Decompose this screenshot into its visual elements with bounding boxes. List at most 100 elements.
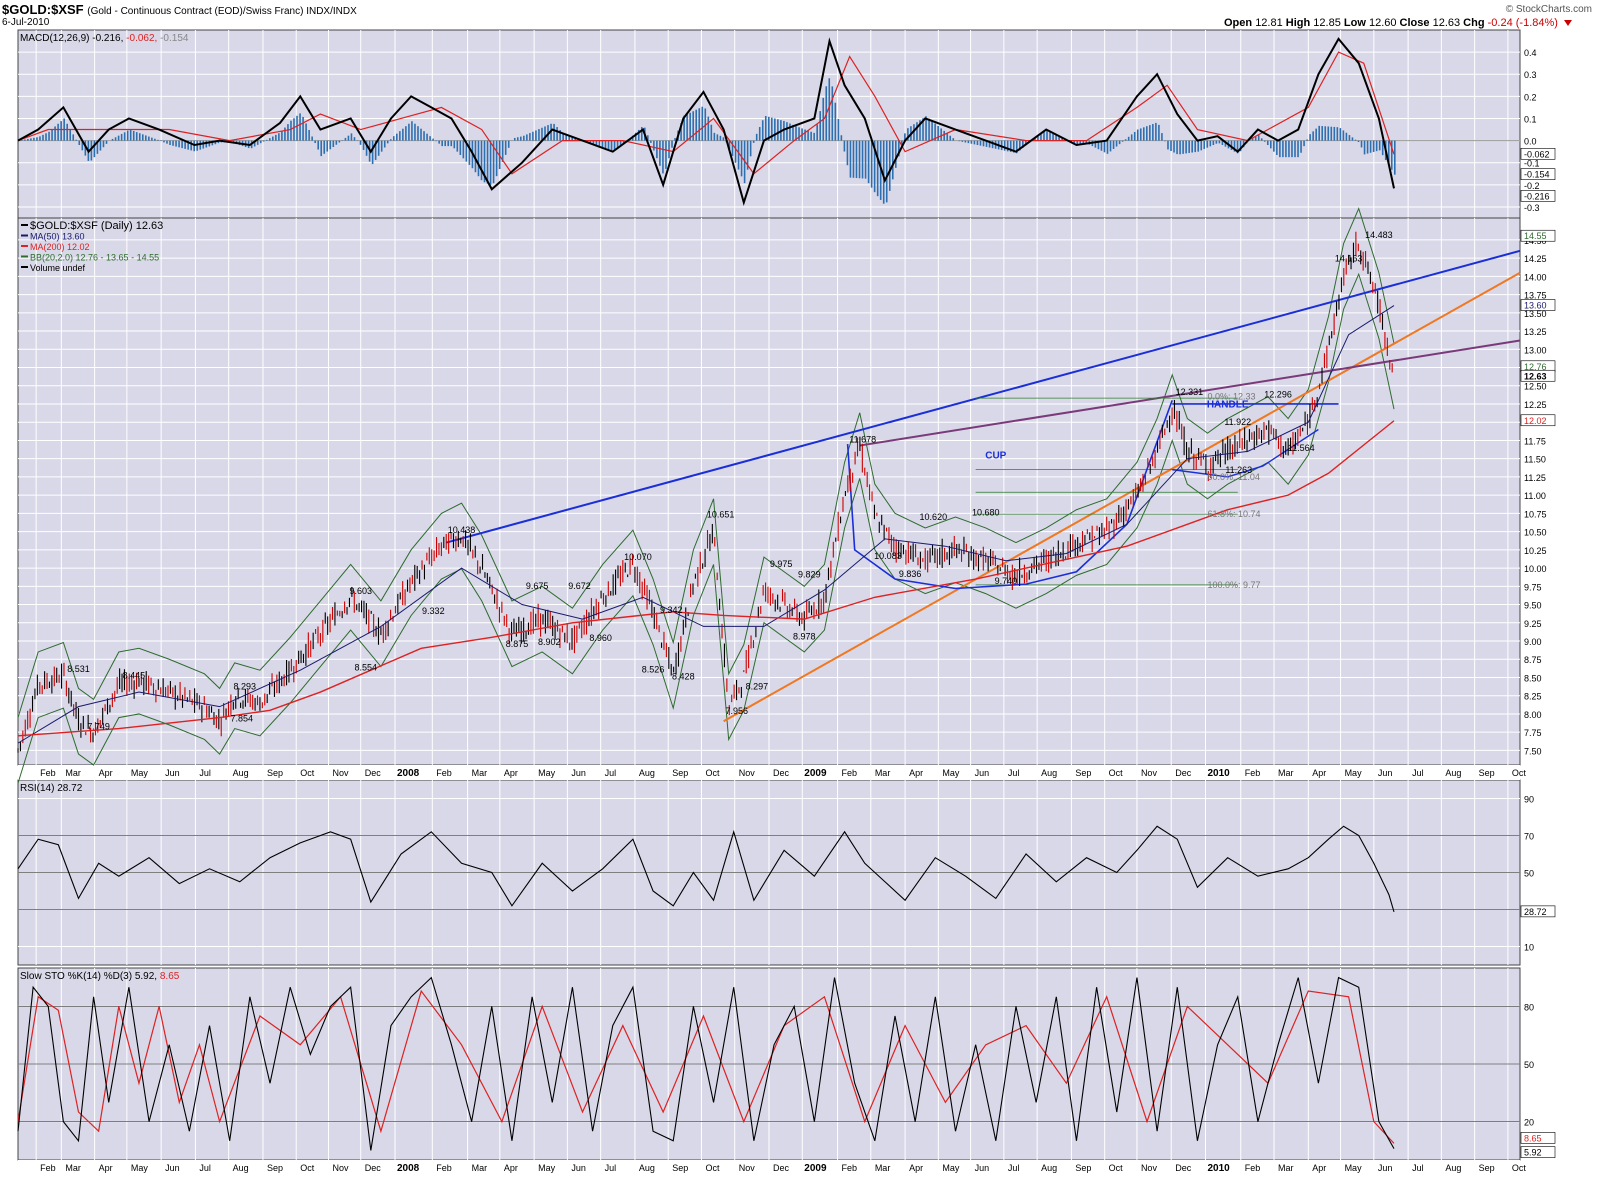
macd-hist-bar xyxy=(1127,136,1130,141)
macd-hist-bar xyxy=(807,130,809,141)
macd-hist-bar xyxy=(958,140,961,142)
close-value: 12.63 xyxy=(1432,17,1461,29)
macd-hist-bar xyxy=(308,129,310,141)
macd-hist-bar xyxy=(135,132,138,141)
macd-hist-bar xyxy=(426,133,428,141)
price-ytick-label: 9.00 xyxy=(1524,637,1542,647)
macd-hist-bar xyxy=(114,137,117,141)
macd-hist-bar xyxy=(96,140,99,154)
price-ytick-label: 11.75 xyxy=(1524,436,1546,446)
macd-hist-bar xyxy=(1339,128,1342,141)
macd-hist-bar xyxy=(1130,134,1133,141)
macd-hist-bar xyxy=(459,140,462,155)
x-tick-label: Sep xyxy=(672,1163,688,1173)
x-tick-label: Dec xyxy=(1175,1163,1192,1173)
macd-hist-bar xyxy=(501,140,504,162)
macd-hist-bar xyxy=(1037,136,1039,141)
macd-hist-bar xyxy=(1366,140,1369,154)
macd-hist-bar xyxy=(804,129,806,141)
macd-hist-bar xyxy=(764,115,767,141)
macd-hist-bar xyxy=(1203,140,1206,149)
macd-hist-bar xyxy=(1285,140,1287,158)
price-ytick-label: 9.75 xyxy=(1524,582,1542,592)
x-axis-band xyxy=(18,765,1520,780)
macd-hist-bar xyxy=(653,140,655,151)
price-annotation: 9.675 xyxy=(526,581,549,591)
macd-hist-bar xyxy=(1393,140,1396,175)
macd-hist-bar xyxy=(383,140,386,148)
x-tick-label: Sep xyxy=(672,768,688,778)
macd-hist-bar xyxy=(1257,135,1260,141)
macd-hist-bar xyxy=(329,140,332,150)
macd-hist-bar xyxy=(1049,131,1051,141)
x-tick-label: Nov xyxy=(1141,768,1158,778)
trendline-upper xyxy=(446,249,1521,544)
macd-hist-bar xyxy=(1100,140,1103,151)
macd-hist-bar xyxy=(1300,140,1302,153)
x-tick-label: 2010 xyxy=(1207,1163,1230,1174)
macd-hist-bar xyxy=(21,140,23,141)
price-ytick-label: 14.00 xyxy=(1524,272,1547,282)
macd-hist-bar xyxy=(1363,140,1366,155)
macd-hist-bar xyxy=(798,127,800,141)
low-value: 12.60 xyxy=(1368,17,1397,29)
macd-hist-bar xyxy=(701,106,704,141)
price-annotation: 8.875 xyxy=(506,639,529,649)
macd-hist-bar xyxy=(867,140,870,184)
macd-hist-bar xyxy=(816,124,818,141)
macd-hist-bar xyxy=(795,126,797,141)
macd-hist-bar xyxy=(622,140,625,145)
x-tick-label: 2009 xyxy=(804,1163,827,1174)
rsi-title: RSI(14) 28.72 xyxy=(20,783,83,794)
macd-hist-bar xyxy=(1191,140,1193,153)
macd-hist-bar xyxy=(72,134,75,141)
x-tick-label: Mar xyxy=(472,1163,488,1173)
macd-hist-bar xyxy=(1294,140,1296,158)
macd-hist-bar xyxy=(462,140,465,159)
macd-hist-bar xyxy=(604,140,607,149)
price-annotation: 10.083 xyxy=(874,551,902,561)
macd-hist-bar xyxy=(979,140,982,146)
x-tick-label: Feb xyxy=(842,1163,858,1173)
macd-hist-bar xyxy=(637,129,640,141)
x-tick-label: 2008 xyxy=(397,768,420,779)
x-tick-label: Jun xyxy=(571,768,586,778)
macd-hist-bar xyxy=(674,138,676,141)
chg-value: -0.24 (-1.84%) xyxy=(1487,17,1558,29)
macd-hist-bar xyxy=(559,130,561,141)
x-tick-label: Sep xyxy=(267,768,283,778)
price-legend-item: MA(200) 12.02 xyxy=(30,242,90,252)
rsi-value-label: 28.72 xyxy=(1524,907,1547,917)
brand-watermark: © StockCharts.com xyxy=(1505,4,1592,15)
macd-hist-bar xyxy=(1297,140,1299,158)
macd-hist-bar xyxy=(93,140,96,158)
x-tick-label: May xyxy=(131,1163,149,1173)
macd-hist-bar xyxy=(456,140,459,152)
macd-hist-bar xyxy=(1018,140,1021,151)
macd-hist-bar xyxy=(145,135,147,141)
price-annotation: 8.960 xyxy=(589,633,612,643)
bollinger-upper-band xyxy=(17,207,1395,718)
macd-hist-bar xyxy=(1082,140,1085,145)
macd-hist-bar xyxy=(901,140,903,145)
macd-hist-bar xyxy=(680,123,682,141)
macd-legend-signal: -0.062, xyxy=(126,33,160,44)
price-ytick-label: 13.25 xyxy=(1524,327,1547,337)
macd-hist-bar xyxy=(919,120,921,141)
rsi-ytick-label: 70 xyxy=(1524,832,1534,842)
macd-hist-bar xyxy=(1330,126,1333,141)
x-tick-label: Sep xyxy=(1479,768,1495,778)
ohlc-summary: Open 12.81 High 12.85 Low 12.60 Close 12… xyxy=(1224,17,1572,29)
price-legend-item: Volume undef xyxy=(30,263,86,273)
macd-hist-bar xyxy=(861,140,864,179)
x-tick-label: Nov xyxy=(1141,1163,1158,1173)
macd-hist-bar xyxy=(353,137,356,141)
macd-hist-bar xyxy=(1224,140,1227,147)
macd-hist-bar xyxy=(1176,140,1178,155)
price-ytick-label: 13.50 xyxy=(1524,309,1547,319)
macd-hist-bar xyxy=(1025,140,1027,146)
macd-hist-bar xyxy=(1218,140,1221,144)
macd-hist-bar xyxy=(81,140,84,151)
price-value-label: 12.63 xyxy=(1524,371,1547,381)
macd-hist-bar xyxy=(774,118,776,141)
